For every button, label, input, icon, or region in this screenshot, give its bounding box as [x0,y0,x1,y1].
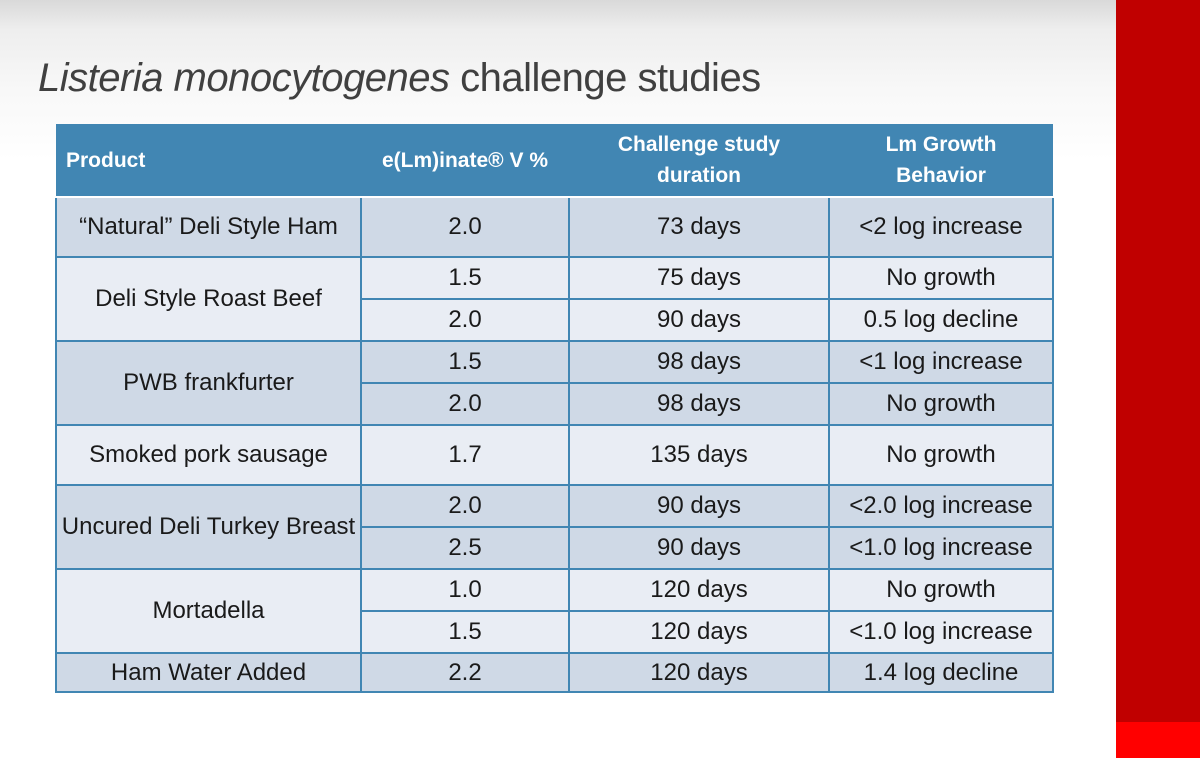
header-duration: Challenge study duration [569,124,829,198]
percent-cell: 2.5 [360,526,570,570]
percent-cell: 2.0 [360,298,570,342]
growth-cell: <1 log increase [828,340,1054,384]
header-product: Product [56,124,361,198]
challenge-study-table: Product e(Lm)inate® V % Challenge study d… [55,124,1054,693]
percent-cell: 2.2 [360,652,570,693]
product-cell: Ham Water Added [55,652,362,693]
growth-cell: No growth [828,424,1054,486]
growth-cell: No growth [828,382,1054,426]
title-species: Listeria monocytogenes [38,56,450,100]
slide-title: Listeria monocytogenes challenge studies [38,52,761,104]
duration-cell: 90 days [568,526,830,570]
growth-cell: <2 log increase [828,196,1054,258]
product-cell: Smoked pork sausage [55,424,362,486]
table-row: Uncured Deli Turkey Breast 2.0 90 days <… [55,484,1054,570]
growth-cell: <2.0 log increase [828,484,1054,528]
duration-cell: 90 days [568,298,830,342]
table-row: Mortadella 1.0 120 days No growth [55,568,1054,654]
percent-cell: 1.7 [360,424,570,486]
header-growth-line1: Lm Growth [885,133,997,156]
growth-cell: <1.0 log increase [828,610,1054,654]
growth-cell: No growth [828,568,1054,612]
table-row: Deli Style Roast Beef 1.5 75 days No gro… [55,256,1054,342]
header-duration-line2: duration [657,164,741,187]
table-row: Smoked pork sausage 1.7 135 days No grow… [55,424,1054,486]
table-row: 2.0 90 days 0.5 log decline [56,298,1054,342]
table-row: 1.5 120 days <1.0 log increase [56,610,1054,654]
accent-bar-bottom [1116,722,1200,758]
header-growth-line2: Behavior [896,164,986,187]
product-cell: Uncured Deli Turkey Breast [55,484,362,570]
duration-cell: 120 days [568,610,830,654]
header-percent: e(Lm)inate® V % [361,124,569,198]
growth-cell: 1.4 log decline [828,652,1054,693]
product-cell: Mortadella [55,568,362,654]
duration-cell: 98 days [568,340,830,384]
product-cell: Deli Style Roast Beef [55,256,362,342]
title-rest: challenge studies [449,56,761,100]
growth-cell: No growth [828,256,1054,300]
duration-cell: 120 days [568,652,830,693]
table-row: “Natural” Deli Style Ham 2.0 73 days <2 … [55,196,1054,258]
percent-cell: 1.5 [360,610,570,654]
percent-cell: 1.5 [360,340,570,384]
table-row: 2.5 90 days <1.0 log increase [56,526,1054,570]
table-row: PWB frankfurter 1.5 98 days <1 log incre… [55,340,1054,426]
duration-cell: 75 days [568,256,830,300]
header-duration-line1: Challenge study [617,133,781,156]
product-cell: PWB frankfurter [55,340,362,426]
percent-cell: 1.5 [360,256,570,300]
percent-cell: 2.0 [360,484,570,528]
percent-cell: 2.0 [360,196,570,258]
accent-bar [1116,0,1200,758]
table-row: Ham Water Added 2.2 120 days 1.4 log dec… [55,652,1054,693]
growth-cell: <1.0 log increase [828,526,1054,570]
product-cell: “Natural” Deli Style Ham [55,196,362,258]
duration-cell: 120 days [568,568,830,612]
duration-cell: 73 days [568,196,830,258]
growth-cell: 0.5 log decline [828,298,1054,342]
duration-cell: 135 days [568,424,830,486]
percent-cell: 2.0 [360,382,570,426]
percent-cell: 1.0 [360,568,570,612]
table-row: 2.0 98 days No growth [56,382,1054,426]
duration-cell: 90 days [568,484,830,528]
header-growth: Lm Growth Behavior [829,124,1053,198]
header-row: Product e(Lm)inate® V % Challenge study d… [56,124,1053,198]
duration-cell: 98 days [568,382,830,426]
